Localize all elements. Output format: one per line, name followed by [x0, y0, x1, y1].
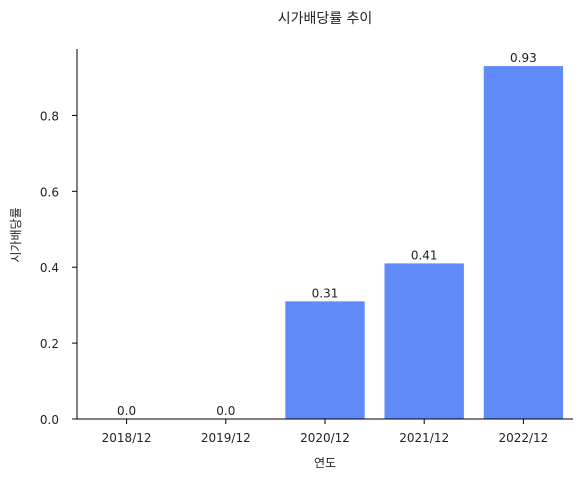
bar-2021-12 [384, 263, 464, 419]
x-tick-label: 2018/12 [102, 431, 152, 445]
data-label: 0.0 [216, 404, 235, 418]
y-axis-label: 시가배당률 [9, 207, 23, 262]
x-tick-label: 2021/12 [399, 431, 449, 445]
y-tick-label: 0.0 [40, 413, 59, 427]
data-label: 0.31 [312, 286, 339, 300]
bar-2022-12 [483, 66, 564, 420]
data-label: 0.0 [117, 404, 136, 418]
x-tick-label: 2020/12 [300, 431, 350, 445]
x-tick-label: 2019/12 [201, 431, 251, 445]
data-label: 0.41 [411, 248, 438, 262]
data-label-group: 0.0 0.0 0.31 0.41 0.93 [117, 51, 537, 418]
y-tick-label: 0.4 [40, 261, 59, 275]
y-tick-label: 0.6 [40, 185, 59, 199]
bar-group [285, 66, 564, 420]
chart-title: 시가배당률 추이 [278, 11, 373, 27]
y-tick-label: 0.8 [40, 109, 59, 123]
x-axis-label: 연도 [314, 456, 336, 470]
x-tick-label: 2022/12 [498, 431, 548, 445]
x-axis-ticks: 2018/12 2019/12 2020/12 2021/12 2022/12 [102, 419, 548, 445]
data-label: 0.93 [510, 51, 537, 65]
bar-2020-12 [285, 301, 365, 419]
y-axis-ticks: 0.0 0.2 0.4 0.6 0.8 [40, 109, 77, 427]
y-tick-label: 0.2 [40, 337, 59, 351]
